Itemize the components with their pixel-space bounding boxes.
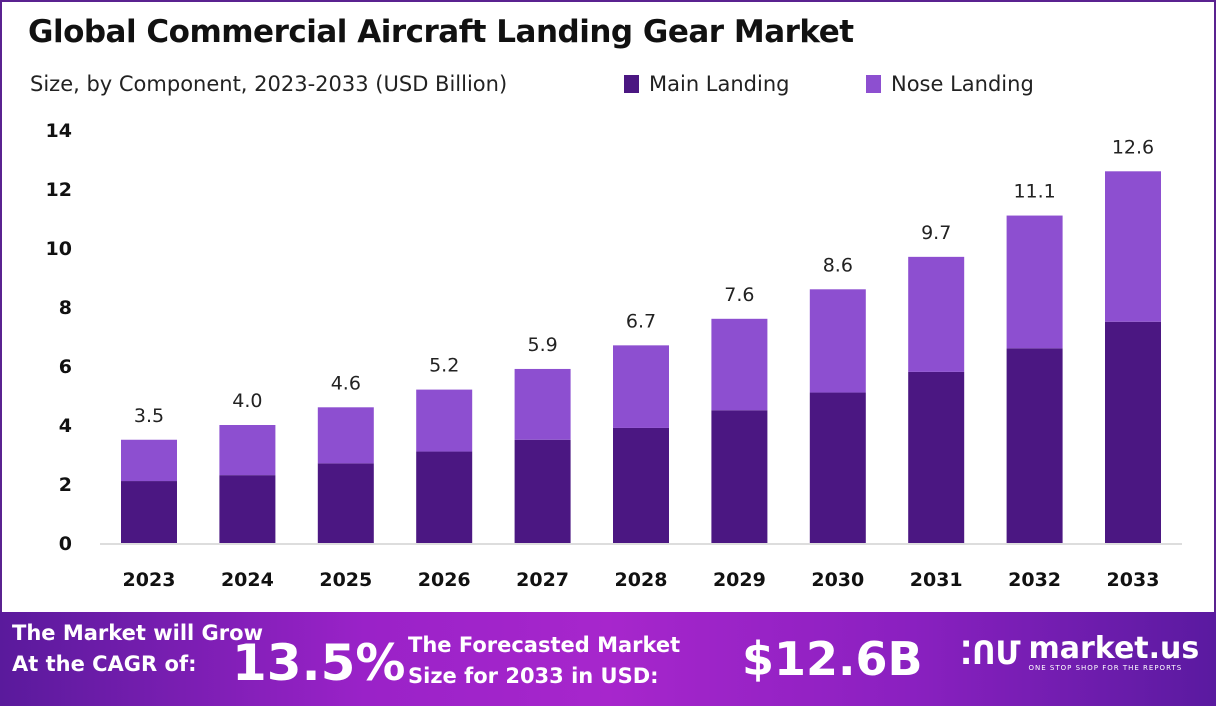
bar-main-landing [1105,321,1161,543]
data-label-total: 11.1 [1013,181,1055,203]
bar-main-landing [711,410,768,543]
bar-main-landing [613,427,669,543]
x-tick-label: 2023 [123,569,176,591]
chart-title: Global Commercial Aircraft Landing Gear … [28,14,854,50]
cagr-label-line-2: At the CAGR of: [12,652,197,676]
bar-nose-landing [1105,171,1161,322]
forecast-label-line-2: Size for 2033 in USD: [408,664,659,688]
legend-swatch [866,75,881,93]
cagr-label-line-1: The Market will Grow [12,621,263,645]
x-tick-label: 2028 [615,569,668,591]
y-tick-label: 14 [46,120,72,142]
bar-chart: 0 2 4 6 8 10 12 14 3.5 2023 4.0 2024 4.6 2025 5.2 2026 5… [46,120,1182,591]
bar-nose-landing [711,318,768,411]
x-tick-label: 2032 [1008,569,1061,591]
brand-tagline: ONE STOP SHOP FOR THE REPORTS [1028,664,1183,672]
x-tick-label: 2029 [713,569,766,591]
data-label-total: 12.6 [1112,136,1154,158]
bar-nose-landing [613,345,669,428]
bar-main-landing [908,371,965,543]
data-label-total: 4.0 [232,390,262,412]
x-tick-label: 2027 [516,569,569,591]
y-tick-label: 2 [59,474,72,496]
brand-name: market.us [1028,631,1200,666]
y-tick-label: 12 [46,179,72,201]
legend-label: Nose Landing [891,72,1034,96]
chart-subtitle: Size, by Component, 2023-2033 (USD Billi… [30,72,508,96]
y-tick-label: 8 [59,297,72,319]
logo-icon: ⁚ՈՄ [960,634,1021,672]
bar-nose-landing [514,368,571,440]
y-tick-label: 4 [59,415,72,437]
bar-nose-landing [219,425,276,476]
x-tick-label: 2024 [221,569,274,591]
x-tick-label: 2025 [319,569,372,591]
bar-nose-landing [317,407,374,464]
bar-main-landing [1006,348,1063,543]
data-label-total: 3.5 [134,405,164,427]
legend-item-nose-landing: Nose Landing [866,72,1034,96]
data-label-total: 4.6 [331,372,361,394]
bar-nose-landing [908,256,965,372]
bar-nose-landing [809,289,866,393]
bar-main-landing [809,392,866,543]
bar-nose-landing [1006,215,1063,349]
forecast-label: The Forecasted Market Size for 2033 in U… [408,630,680,692]
data-label-total: 8.6 [823,254,853,276]
market-us-logo: ⁚ՈՄ market.us ONE STOP SHOP FOR THE REPO… [960,631,1200,673]
y-tick-label: 6 [59,356,72,378]
bar-nose-landing [416,389,473,452]
bar-main-landing [514,439,571,543]
data-label-total: 5.9 [527,334,557,356]
legend-item-main-landing: Main Landing [624,72,790,96]
bar-nose-landing [121,439,177,482]
bar-main-landing [416,451,473,543]
cagr-value: 13.5% [232,634,406,692]
data-label-total: 9.7 [921,222,951,244]
y-tick-label: 0 [59,533,72,555]
x-tick-label: 2026 [418,569,471,591]
x-tick-label: 2033 [1107,569,1160,591]
legend-label: Main Landing [649,72,790,96]
legend-swatch [624,75,639,93]
cagr-label: The Market will Grow At the CAGR of: [12,618,263,680]
bar-main-landing [317,463,374,543]
footer-banner: The Market will Grow At the CAGR of: 13.… [0,612,1216,706]
y-tick-label: 10 [46,238,72,260]
data-label-total: 6.7 [626,310,656,332]
forecast-label-line-1: The Forecasted Market [408,633,681,657]
bar-main-landing [219,475,276,543]
x-tick-label: 2031 [910,569,963,591]
data-label-total: 7.6 [724,284,754,306]
data-label-total: 5.2 [429,355,459,377]
bar-main-landing [121,481,177,543]
forecast-value: $12.6B [742,632,923,686]
x-tick-label: 2030 [811,569,864,591]
